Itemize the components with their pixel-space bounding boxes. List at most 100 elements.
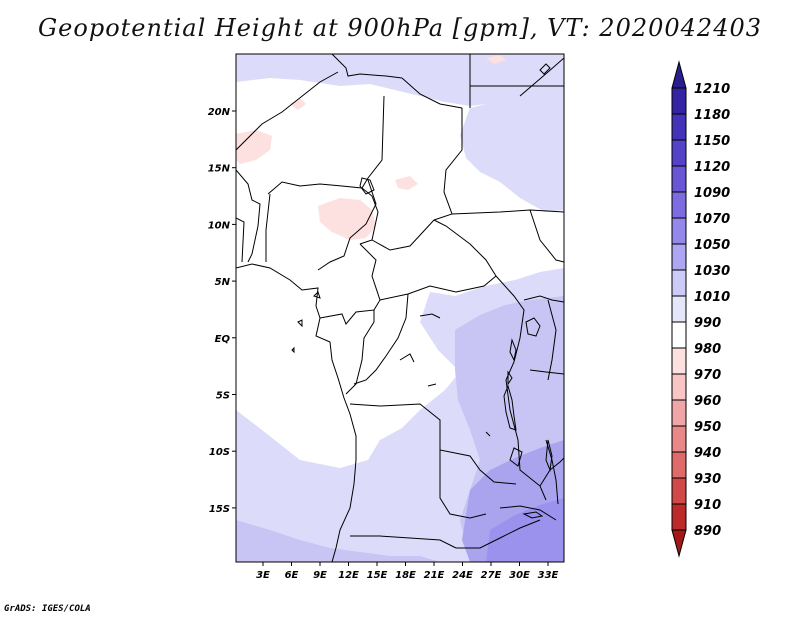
colorbar-label: 970 — [694, 368, 721, 383]
longitude-axis: 3E 6E 9E 12E 15E 18E 21E 24E 27E 30E 33E — [256, 562, 559, 581]
field-northeast-plume — [460, 90, 564, 212]
border-east-lakes — [547, 299, 557, 381]
lake-tanganyika — [503, 384, 517, 431]
colorbar-box — [671, 451, 687, 479]
border-niger-nigeria — [267, 181, 363, 195]
colorbar-label: 1030 — [694, 264, 730, 279]
coast-gulf-guinea — [236, 263, 357, 562]
border-mozambique — [539, 457, 564, 487]
lon-tick-label: 27E — [481, 570, 502, 581]
colorbar-box — [671, 425, 687, 453]
colorbar-label: 1150 — [694, 134, 730, 149]
island-sao-tome — [297, 319, 303, 328]
colorbar-label: 950 — [694, 420, 721, 435]
lon-tick-label: 18E — [395, 570, 416, 581]
colorbar-box — [671, 373, 687, 401]
colorbar-box — [671, 503, 687, 531]
height-field — [236, 54, 564, 562]
border-libya-chad — [401, 77, 463, 109]
border-drc-east — [495, 275, 547, 501]
chart-title: Geopotential Height at 900hPa [gpm], VT:… — [38, 14, 762, 42]
field-pink-topright — [486, 55, 506, 64]
border-car-sudan — [433, 219, 497, 277]
border-south-sudan — [451, 209, 564, 215]
colorbar-label: 960 — [694, 394, 721, 409]
border-angola-bot — [456, 519, 541, 549]
coast-red-sea — [519, 57, 564, 97]
colorbar-box — [671, 295, 687, 323]
lake-malawi — [545, 439, 553, 472]
border-congo-drc — [353, 293, 409, 385]
colorbar-label: 1010 — [694, 290, 730, 305]
field-southwest-medium — [236, 520, 440, 562]
lake-kivu — [507, 370, 513, 386]
colorbar-label: 1050 — [694, 238, 730, 253]
colorbar-label: 990 — [694, 316, 721, 331]
border-angola-zambia — [439, 450, 487, 519]
border-car-south — [379, 275, 497, 301]
border-angola-namibia — [350, 535, 457, 549]
border-chad-car — [371, 219, 435, 251]
colorbar-box — [671, 347, 687, 375]
grads-credit: GrADS: IGES/COLA — [4, 604, 91, 614]
lat-tick-label: 5S — [216, 391, 230, 402]
colorbar-label: 1070 — [694, 212, 730, 227]
lon-tick-label: 6E — [285, 570, 299, 581]
map-frame — [235, 53, 565, 563]
border-mozambique-2 — [545, 439, 559, 505]
lat-tick-label: 20N — [208, 107, 231, 118]
border-zambia-zim — [499, 505, 557, 521]
border-uganda — [523, 295, 564, 303]
lake-bangweulu — [522, 511, 544, 519]
lake-victoria — [525, 317, 541, 337]
colorbar-box — [671, 399, 687, 427]
island-annobon — [291, 346, 295, 354]
river-congo-1 — [419, 313, 441, 319]
border-niger-algeria — [236, 71, 339, 151]
lat-tick-label: 15N — [208, 164, 231, 175]
lake-albert — [509, 338, 517, 362]
colorbar-box — [671, 217, 687, 245]
border-ghana — [236, 217, 245, 263]
colorbar-label: 940 — [694, 446, 721, 461]
lon-tick-label: 21E — [424, 570, 445, 581]
lon-tick-label: 12E — [338, 570, 359, 581]
colorbar-label: 1180 — [694, 108, 730, 123]
colorbar-box — [671, 269, 687, 297]
colorbar-label: 1090 — [694, 186, 730, 201]
border-chad-lake — [359, 187, 379, 245]
border-tanzania — [529, 369, 564, 375]
colorbar-box — [671, 477, 687, 505]
colorbar-top-arrow — [671, 60, 687, 89]
border-cameroon-gabon — [319, 309, 375, 395]
border-ethiopia — [529, 209, 564, 263]
border-cameroon-car — [359, 243, 381, 311]
colorbar-box — [671, 113, 687, 141]
lon-tick-label: 30E — [509, 570, 530, 581]
border-benin-nigeria — [265, 193, 271, 262]
colorbar-label: 910 — [694, 498, 721, 513]
river-congo-3 — [427, 383, 437, 387]
border-algeria-libya — [331, 54, 403, 79]
field-pink-chad — [395, 176, 418, 190]
colorbar-label: 930 — [694, 472, 721, 487]
field-pink-top — [290, 98, 306, 110]
field-pink-nigeria — [318, 198, 376, 240]
island-sinai — [539, 63, 551, 75]
colorbar-label: 980 — [694, 342, 721, 357]
colorbar-bottom-arrow — [671, 529, 687, 558]
colorbar-box — [671, 321, 687, 349]
field-north-band — [236, 54, 564, 106]
country-borders — [236, 54, 564, 562]
field-pink-niger — [236, 130, 272, 164]
colorbar-label: 890 — [694, 524, 721, 539]
lake-chad — [359, 177, 375, 195]
lon-tick-label: 24E — [452, 570, 473, 581]
border-chad-sudan — [433, 108, 463, 221]
lat-tick-label: 15S — [209, 504, 230, 515]
island-bioko — [313, 291, 321, 299]
border-nigeria-cameroon — [317, 179, 377, 271]
colorbar-box — [671, 139, 687, 167]
